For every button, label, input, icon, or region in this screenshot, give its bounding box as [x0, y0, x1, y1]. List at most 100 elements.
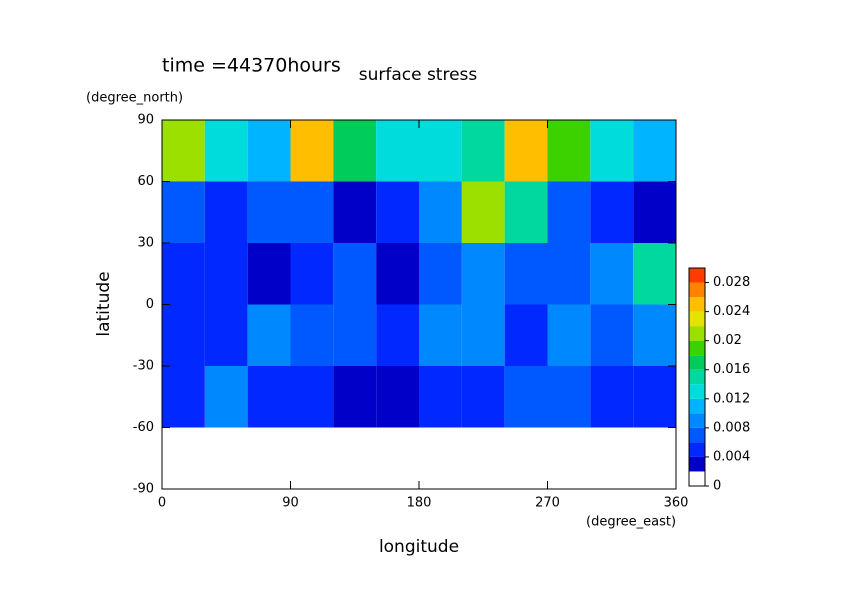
- contour-cell: [633, 366, 676, 428]
- colorbar-tick-label: 0.02: [713, 333, 742, 348]
- x-unit: (degree_east): [586, 515, 676, 530]
- contour-cell: [590, 427, 634, 489]
- contour-cell: [162, 366, 205, 428]
- colorbar-swatch: [689, 427, 705, 443]
- contour-cell: [162, 304, 205, 366]
- contour-cell: [590, 366, 634, 428]
- contour-cell: [204, 243, 248, 305]
- y-tick-label: -30: [133, 359, 154, 374]
- colorbar-tick-label: 0.012: [713, 391, 750, 406]
- contour-cell: [504, 181, 548, 243]
- contour-cell: [204, 427, 248, 489]
- contour-cell: [590, 181, 634, 243]
- contour-cell: [419, 243, 462, 305]
- contour-cell: [290, 243, 334, 305]
- colorbar-swatch: [689, 369, 705, 385]
- colorbar-frame: [688, 267, 706, 487]
- contour-cell: [376, 243, 419, 305]
- contour-cell: [204, 120, 248, 182]
- contour-cell: [461, 366, 505, 428]
- colorbar-swatch: [689, 384, 705, 399]
- contour-cell: [247, 181, 291, 243]
- colorbar-swatch: [689, 471, 705, 486]
- x-tick-label: 270: [535, 496, 560, 511]
- contour-cell: [419, 366, 462, 428]
- y-tick-label: -60: [133, 420, 154, 435]
- y-axis-label: latitude: [94, 271, 114, 336]
- contour-cell: [204, 181, 248, 243]
- x-tick-label: 90: [282, 496, 299, 511]
- colorbar-swatch: [689, 268, 705, 283]
- contour-cell: [461, 304, 505, 366]
- chart-subtitle: time =44370hours: [162, 55, 341, 77]
- x-axis-label: longitude: [379, 537, 459, 557]
- x-tick-label: 360: [664, 496, 689, 511]
- y-unit: (degree_north): [86, 91, 183, 106]
- contour-cell: [547, 243, 591, 305]
- contour-cell: [290, 120, 334, 182]
- contour-cell: [504, 366, 548, 428]
- contour-cell: [162, 243, 205, 305]
- contour-cell: [547, 427, 591, 489]
- contour-cell: [590, 120, 634, 182]
- contour-cell: [162, 427, 205, 489]
- contour-cell: [461, 243, 505, 305]
- contour-cell: [419, 181, 462, 243]
- contour-cell: [247, 243, 291, 305]
- contour-cell: [247, 304, 291, 366]
- x-tick-label: 180: [407, 496, 432, 511]
- y-tick-label: 90: [137, 113, 154, 128]
- colorbar-tick-label: 0.024: [713, 304, 750, 319]
- contour-cell: [290, 304, 334, 366]
- contour-cell: [633, 181, 676, 243]
- colorbar-swatch: [689, 355, 705, 370]
- contour-cell: [590, 304, 634, 366]
- contour-cell: [333, 427, 377, 489]
- contour-cell: [504, 427, 548, 489]
- contour-cell: [419, 120, 462, 182]
- colorbar-swatch: [689, 442, 705, 457]
- colorbar-swatch: [689, 456, 705, 472]
- contour-cell: [547, 366, 591, 428]
- contour-cell: [333, 181, 377, 243]
- contour-cell: [290, 366, 334, 428]
- contour-cell: [247, 120, 291, 182]
- contour-cell: [204, 366, 248, 428]
- colorbar-swatch: [689, 326, 705, 341]
- contour-cell: [376, 427, 419, 489]
- y-tick-label: 60: [137, 174, 154, 189]
- contour-cell: [633, 243, 676, 305]
- contour-cell: [333, 304, 377, 366]
- contour-cell: [504, 120, 548, 182]
- colorbar-swatch: [689, 413, 705, 428]
- y-tick-label: 0: [146, 297, 154, 312]
- contour-cell: [461, 120, 505, 182]
- contour-cell: [162, 120, 205, 182]
- contour-cell: [376, 181, 419, 243]
- contour-cell: [333, 366, 377, 428]
- colorbar-tick-label: 0.016: [713, 362, 750, 377]
- chart-title: surface stress: [359, 65, 478, 85]
- contour-cell: [333, 243, 377, 305]
- contour-cell: [162, 181, 205, 243]
- contour-cell: [461, 181, 505, 243]
- contour-cell: [247, 366, 291, 428]
- colorbar-swatch: [689, 311, 705, 327]
- contour-cell: [333, 120, 377, 182]
- colorbar-swatch: [689, 398, 705, 414]
- contour-cell: [461, 427, 505, 489]
- contour-cell: [633, 427, 676, 489]
- contour-cell: [547, 181, 591, 243]
- y-tick-label: 30: [137, 236, 154, 251]
- contour-cell: [290, 427, 334, 489]
- contour-cell: [633, 304, 676, 366]
- colorbar-tick-label: 0: [713, 479, 721, 494]
- colorbar-swatch: [689, 282, 705, 298]
- y-tick-label: -90: [133, 482, 154, 497]
- contour-cell: [547, 120, 591, 182]
- colorbar-tick-label: 0.028: [713, 275, 750, 290]
- contour-cell: [590, 243, 634, 305]
- contour-cell: [376, 366, 419, 428]
- contour-cell: [204, 304, 248, 366]
